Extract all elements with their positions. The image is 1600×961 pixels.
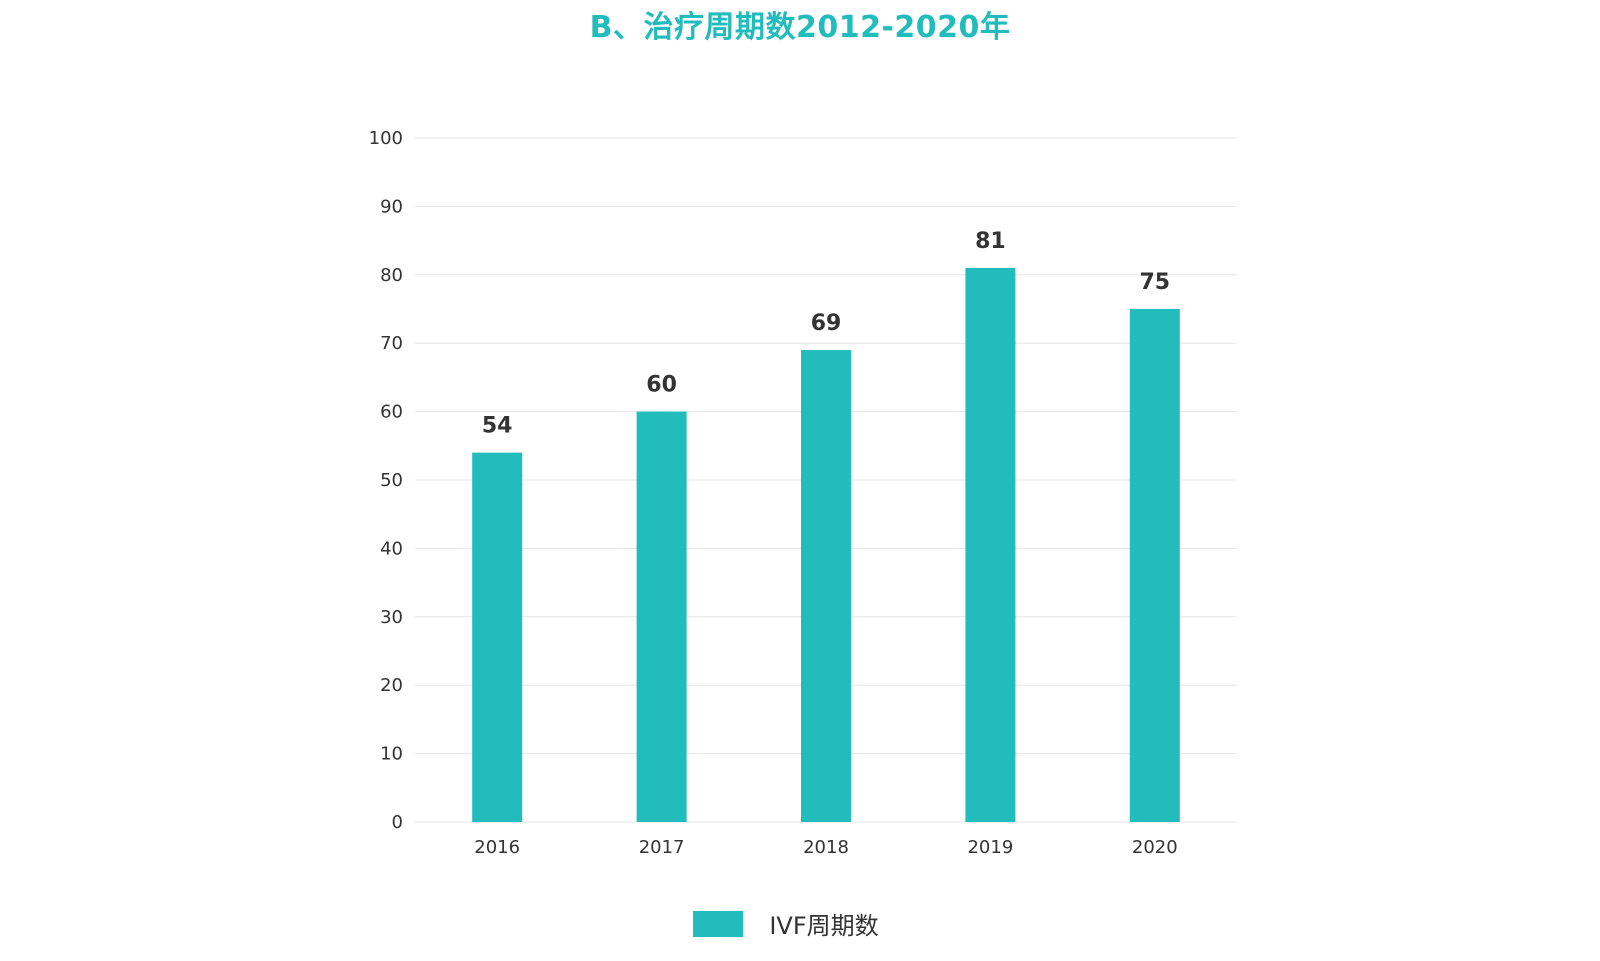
chart-title: B、治疗周期数2012-2020年 <box>589 10 1011 45</box>
data-label-2017: 60 <box>646 373 677 398</box>
y-tick-label-40: 40 <box>380 538 403 559</box>
bar-2016[interactable] <box>472 452 523 822</box>
y-tick-label-0: 0 <box>392 812 403 833</box>
x-tick-label-2016: 2016 <box>474 837 520 858</box>
y-tick-label-100: 100 <box>369 128 403 149</box>
y-tick-label-90: 90 <box>380 196 403 217</box>
legend[interactable]: IVF周期数 <box>0 906 1600 941</box>
y-tick-label-70: 70 <box>380 333 403 354</box>
y-tick-label-50: 50 <box>380 470 403 491</box>
data-label-2016: 54 <box>482 414 513 439</box>
x-tick-label-2017: 2017 <box>639 837 685 858</box>
x-tick-label-2019: 2019 <box>967 837 1013 858</box>
x-tick-label-2018: 2018 <box>803 837 849 858</box>
bar-2017[interactable] <box>636 411 687 822</box>
data-labels: 54 60 69 81 75 <box>482 229 1170 439</box>
x-axis-ticks: 2016 2017 2018 2019 2020 <box>474 837 1177 858</box>
data-label-2020: 75 <box>1139 270 1170 295</box>
bar-2018[interactable] <box>801 350 851 822</box>
y-axis-ticks: 0 10 20 30 40 50 60 70 80 90 100 <box>369 128 403 833</box>
x-tick-label-2020: 2020 <box>1132 837 1178 858</box>
bar-2019[interactable] <box>965 267 1016 823</box>
legend-label: IVF周期数 <box>769 912 879 940</box>
bar-2020[interactable] <box>1129 309 1180 822</box>
legend-swatch <box>693 910 744 937</box>
y-tick-label-60: 60 <box>380 402 403 423</box>
y-tick-label-80: 80 <box>380 265 403 286</box>
y-tick-label-20: 20 <box>380 675 403 696</box>
data-label-2018: 69 <box>811 311 842 336</box>
data-label-2019: 81 <box>975 229 1006 254</box>
bars <box>472 267 1180 823</box>
y-tick-label-10: 10 <box>380 744 403 765</box>
y-tick-label-30: 30 <box>380 607 403 628</box>
